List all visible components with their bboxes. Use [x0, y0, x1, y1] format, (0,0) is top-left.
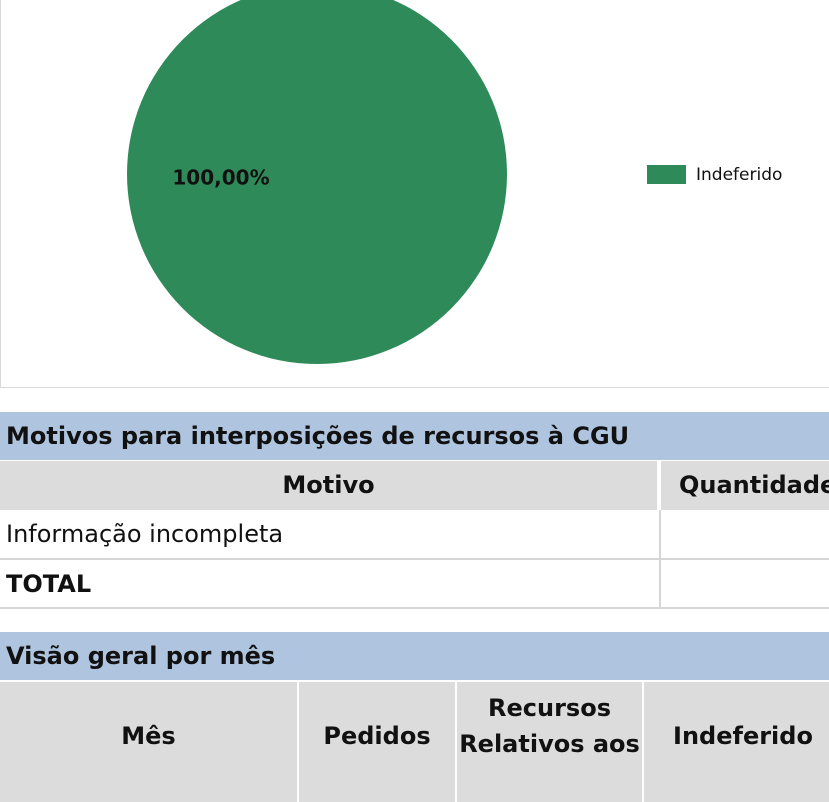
section-title: Motivos para interposições de recursos à…: [0, 412, 829, 460]
pie-slice: [127, 0, 507, 364]
table-cell: [661, 510, 829, 560]
column-header: Pedidos: [299, 682, 457, 802]
table-cell: Informação incompleta: [0, 510, 661, 560]
legend-swatch: [647, 165, 686, 184]
data-label: 100,00%: [172, 166, 269, 190]
section-title: Visão geral por mês: [0, 632, 829, 680]
table-cell: [661, 560, 829, 609]
column-header: Recursos Relativos aos: [457, 682, 644, 802]
column-header: Motivo: [0, 461, 659, 510]
column-header: Quantidade: [661, 461, 829, 510]
column-header: Indeferido: [644, 682, 829, 802]
column-header: Mês: [0, 682, 299, 802]
table-cell: TOTAL: [0, 560, 661, 609]
pie-chart: 100,00% Indeferido: [127, 0, 782, 364]
chart-area: 100,00% Indeferido: [0, 0, 829, 388]
legend-label: Indeferido: [696, 165, 782, 185]
